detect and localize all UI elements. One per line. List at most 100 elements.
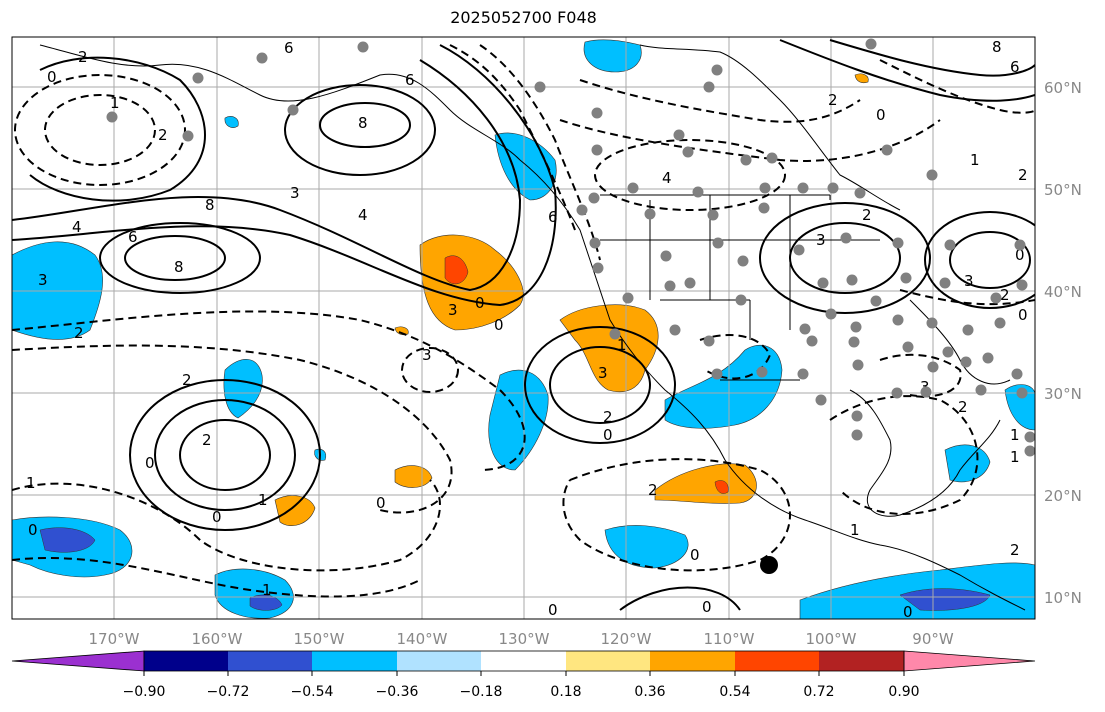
station-dots bbox=[106, 38, 1035, 457]
contour-label: 2 bbox=[1018, 166, 1028, 184]
contour-label: 0 bbox=[47, 68, 57, 86]
contour-label: 8 bbox=[992, 38, 1002, 56]
contour-label: 1 bbox=[617, 336, 627, 354]
contour-label: 1 bbox=[1010, 448, 1020, 466]
solid-contours bbox=[12, 39, 1035, 611]
colorbar-segment bbox=[312, 651, 397, 671]
contour-label: 0 bbox=[1018, 306, 1028, 324]
dashed-contours bbox=[12, 44, 1035, 598]
contour-label: 2 bbox=[78, 48, 88, 66]
map-panel: 2 0 1 2 8 6 8 3 4 6 4 8 2 3 4 6 3 2 0 6 … bbox=[12, 37, 1035, 621]
lon-label: 110°W bbox=[704, 630, 755, 648]
strong-positive-anomaly-shading bbox=[444, 255, 729, 494]
colorbar-segment bbox=[397, 651, 481, 671]
coastlines bbox=[39, 44, 1026, 611]
contour-label: 3 bbox=[964, 272, 974, 290]
contour-label: 2 bbox=[1010, 541, 1020, 559]
colorbar-tick: −0.18 bbox=[460, 684, 503, 700]
contour-label: 2 bbox=[862, 206, 872, 224]
colorbar-tick: 0.18 bbox=[550, 684, 581, 700]
colorbar-segment bbox=[228, 651, 312, 671]
contour-label: 8 bbox=[174, 258, 184, 276]
contour-label: 6 bbox=[405, 71, 415, 89]
contour-label: 2 bbox=[1000, 286, 1010, 304]
contour-label: 6 bbox=[548, 208, 558, 226]
colorbar-tick: −0.72 bbox=[207, 684, 250, 700]
lon-label: 90°W bbox=[912, 630, 954, 648]
negative-anomaly-shading bbox=[12, 39, 1035, 619]
contour-label: 4 bbox=[72, 218, 82, 236]
contour-label: 2 bbox=[828, 91, 838, 109]
colorbar-segment bbox=[144, 651, 228, 671]
contour-label: 1 bbox=[1010, 426, 1020, 444]
contour-label: 0 bbox=[876, 106, 886, 124]
colorbar-tick: −0.36 bbox=[376, 684, 419, 700]
contour-label: 2 bbox=[158, 126, 168, 144]
contour-label: 2 bbox=[74, 324, 84, 342]
contour-label: 2 bbox=[202, 431, 212, 449]
contour-label: 0 bbox=[690, 546, 700, 564]
contour-label: 2 bbox=[958, 398, 968, 416]
contour-label: 3 bbox=[290, 184, 300, 202]
lat-label: 40°N bbox=[1044, 283, 1082, 301]
contour-label: 8 bbox=[205, 196, 215, 214]
contour-label: 0 bbox=[28, 521, 38, 539]
contour-label: 3 bbox=[422, 346, 432, 364]
map-frame bbox=[11, 36, 1036, 620]
colorbar-tick: 0.36 bbox=[634, 684, 665, 700]
contour-label: 1 bbox=[262, 581, 272, 599]
lat-axis-labels: 60°N 50°N 40°N 30°N 20°N 10°N bbox=[1044, 79, 1082, 607]
lon-label: 150°W bbox=[294, 630, 345, 648]
contour-label: 3 bbox=[598, 364, 608, 382]
contour-label: 0 bbox=[212, 508, 222, 526]
contour-label: 0 bbox=[548, 601, 558, 619]
colorbar-segment bbox=[735, 651, 819, 671]
contour-label: 3 bbox=[448, 301, 458, 319]
contour-label: 4 bbox=[662, 169, 672, 187]
colorbar: −0.90 −0.72 −0.54 −0.36 −0.18 0.18 0.36 … bbox=[11, 650, 1036, 700]
contour-label: 0 bbox=[702, 598, 712, 616]
contour-label-group: 2 0 1 2 8 6 8 3 4 6 4 8 2 3 4 6 3 2 0 6 … bbox=[26, 38, 1028, 621]
contour-label: 3 bbox=[816, 231, 826, 249]
contour-label: 0 bbox=[145, 454, 155, 472]
contour-label: 0 bbox=[494, 316, 504, 334]
colorbar-max-extend bbox=[903, 650, 1036, 672]
colorbar-tick: −0.54 bbox=[291, 684, 334, 700]
contour-label: 0 bbox=[1015, 246, 1025, 264]
lon-label: 170°W bbox=[89, 630, 140, 648]
contour-label: 0 bbox=[903, 603, 913, 621]
contour-label: 2 bbox=[182, 371, 192, 389]
lon-label: 100°W bbox=[806, 630, 857, 648]
lat-label: 60°N bbox=[1044, 79, 1082, 97]
contour-label: 1 bbox=[850, 521, 860, 539]
contour-label: 1 bbox=[258, 491, 268, 509]
contour-label: 8 bbox=[358, 114, 368, 132]
colorbar-tick: 0.54 bbox=[719, 684, 750, 700]
colorbar-tick: −0.90 bbox=[123, 684, 166, 700]
map-title: 2025052700 F048 bbox=[450, 8, 597, 27]
lon-label: 130°W bbox=[499, 630, 550, 648]
contour-label: 4 bbox=[358, 206, 368, 224]
contour-label: 2 bbox=[648, 481, 658, 499]
lon-label: 120°W bbox=[601, 630, 652, 648]
contour-label: 6 bbox=[128, 228, 138, 246]
lat-label: 20°N bbox=[1044, 487, 1082, 505]
contour-label: 1 bbox=[110, 94, 120, 112]
lat-label: 30°N bbox=[1044, 385, 1082, 403]
contour-label: 6 bbox=[284, 39, 294, 57]
colorbar-segment bbox=[481, 651, 566, 671]
contour-label: 2 bbox=[603, 408, 613, 426]
colorbar-segment bbox=[819, 651, 904, 671]
colorbar-min-extend bbox=[11, 650, 145, 672]
contour-label: 0 bbox=[475, 294, 485, 312]
contour-label: 0 bbox=[376, 494, 386, 512]
colorbar-tick: 0.90 bbox=[888, 684, 919, 700]
contour-label: 3 bbox=[38, 271, 48, 289]
station-marker bbox=[760, 556, 778, 574]
colorbar-tick: 0.72 bbox=[803, 684, 834, 700]
contour-label: 0 bbox=[603, 426, 613, 444]
colorbar-segment bbox=[650, 651, 735, 671]
lon-label: 140°W bbox=[397, 630, 448, 648]
lon-axis-labels: 170°W 160°W 150°W 140°W 130°W 120°W 110°… bbox=[89, 630, 954, 648]
